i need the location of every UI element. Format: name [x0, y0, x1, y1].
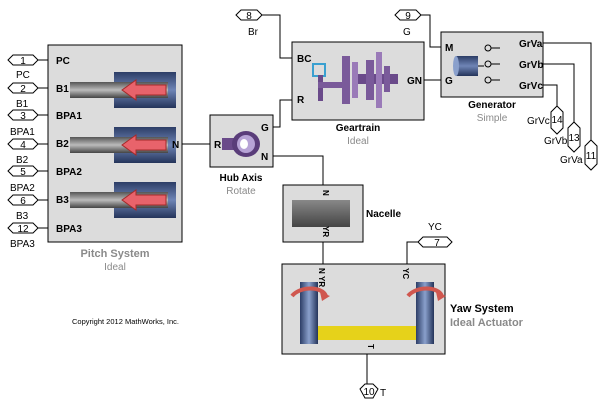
geartrain-port-bc: BC [297, 54, 311, 65]
svg-text:9: 9 [405, 11, 411, 22]
yaw-port-yc: YC [401, 268, 410, 279]
outport-13[interactable]: 13 [567, 121, 581, 153]
pitch-system-title: Pitch System [80, 248, 149, 260]
hub-axis-title: Hub Axis [220, 173, 263, 184]
inport-9[interactable]: 9 [394, 9, 422, 22]
gear-icon [312, 52, 398, 108]
svg-text:14: 14 [551, 115, 563, 126]
outport-14[interactable]: 14 [550, 105, 564, 135]
outport-11[interactable]: 11 [584, 139, 598, 171]
inport-4[interactable]: 4 [7, 138, 39, 151]
generator-block[interactable]: M G GrVa GrVb GrVc [440, 31, 544, 98]
inport-1[interactable]: 1 [7, 54, 39, 67]
generator-port-g: G [445, 76, 453, 87]
pitch-port-bpa1: BPA1 [56, 111, 82, 122]
nacelle-port-yr: YR [321, 226, 330, 237]
yaw-system-subtitle: Ideal Actuator [450, 317, 524, 329]
inport-4-label: B2 [16, 155, 29, 166]
generator-title: Generator [468, 100, 516, 111]
inport-6-label: B3 [16, 211, 29, 222]
svg-text:4: 4 [20, 140, 26, 151]
svg-text:6: 6 [20, 196, 26, 207]
svg-text:11: 11 [586, 151, 597, 162]
svg-text:10: 10 [363, 387, 375, 398]
geartrain-port-r: R [297, 95, 305, 106]
generator-subtitle: Simple [477, 113, 508, 124]
inport-7-label: YC [428, 222, 442, 233]
outport-10-label: T [380, 388, 386, 399]
inport-8-label: Br [248, 27, 259, 38]
nacelle-port-n: N [321, 190, 330, 196]
yaw-port-t: T [366, 344, 375, 349]
inport-1-label: PC [16, 70, 30, 81]
hub-axis-subtitle: Rotate [226, 186, 256, 197]
generator-icon [453, 44, 500, 84]
pitch-port-bpa2: BPA2 [56, 167, 82, 178]
geartrain-block[interactable]: BC R GN [291, 41, 425, 121]
yaw-actuator-icon [290, 282, 446, 344]
inport-8[interactable]: 8 [235, 9, 263, 22]
yaw-system-block[interactable]: N YR YC T [281, 263, 446, 355]
inport-5-label: BPA2 [10, 183, 35, 194]
nacelle-icon [292, 200, 350, 227]
yaw-system-title: Yaw System [450, 303, 514, 315]
connection-wires [262, 14, 592, 384]
generator-port-grvc: GrVc [519, 81, 543, 92]
pitch-port-b2: B2 [56, 139, 69, 150]
hub-port-g: G [261, 123, 269, 134]
yaw-port-n: N [317, 268, 326, 274]
pitch-system-subtitle: Ideal [104, 262, 126, 273]
generator-port-grva: GrVa [519, 39, 543, 50]
svg-text:2: 2 [20, 84, 26, 95]
inport-2-label: B1 [16, 99, 29, 110]
svg-text:12: 12 [17, 224, 29, 235]
svg-text:1: 1 [20, 56, 26, 67]
pitch-actuator-3-icon [70, 182, 176, 218]
left-wires [38, 59, 210, 229]
pitch-port-bpa3: BPA3 [56, 224, 82, 235]
hub-port-r: R [214, 140, 222, 151]
outport-10[interactable]: 10 [359, 383, 379, 399]
inport-2[interactable]: 2 [7, 82, 39, 95]
outport-11-label: GrVa [560, 155, 583, 166]
inport-3-label: BPA1 [10, 127, 35, 138]
yaw-port-yr: YR [317, 276, 326, 287]
inport-12[interactable]: 12 [7, 222, 39, 235]
pitch-system-block[interactable]: PC B1 BPA1 B2 BPA2 B3 BPA3 N [47, 44, 183, 243]
geartrain-port-gn: GN [407, 76, 422, 87]
generator-port-m: M [445, 43, 453, 54]
inport-5[interactable]: 5 [7, 165, 39, 178]
svg-text:13: 13 [568, 133, 580, 144]
inport-3[interactable]: 3 [7, 109, 39, 122]
pitch-actuator-2-icon [70, 127, 176, 163]
nacelle-title: Nacelle [366, 209, 401, 220]
inport-7[interactable]: 7 [417, 236, 453, 249]
pitch-port-n: N [172, 140, 179, 151]
pitch-port-b1: B1 [56, 84, 69, 95]
pitch-actuator-1-icon [70, 72, 176, 108]
outport-14-label: GrVc [527, 116, 550, 127]
copyright-text: Copyright 2012 MathWorks, Inc. [72, 317, 179, 326]
hub-rotor-icon [222, 131, 260, 157]
hub-port-n: N [261, 152, 268, 163]
generator-port-grvb: GrVb [519, 60, 543, 71]
inport-6[interactable]: 6 [7, 194, 39, 207]
pitch-port-b3: B3 [56, 195, 69, 206]
hub-axis-block[interactable]: R G N [209, 114, 274, 168]
inport-12-label: BPA3 [10, 239, 35, 250]
svg-text:8: 8 [246, 11, 252, 22]
svg-text:3: 3 [20, 111, 26, 122]
svg-text:7: 7 [434, 238, 440, 249]
inport-9-label: G [403, 27, 411, 38]
outport-13-label: GrVb [544, 136, 568, 147]
geartrain-title: Geartrain [336, 123, 380, 134]
svg-text:5: 5 [20, 167, 26, 178]
pitch-port-pc: PC [56, 56, 70, 67]
nacelle-block[interactable]: N YR [282, 184, 364, 243]
geartrain-subtitle: Ideal [347, 136, 369, 147]
